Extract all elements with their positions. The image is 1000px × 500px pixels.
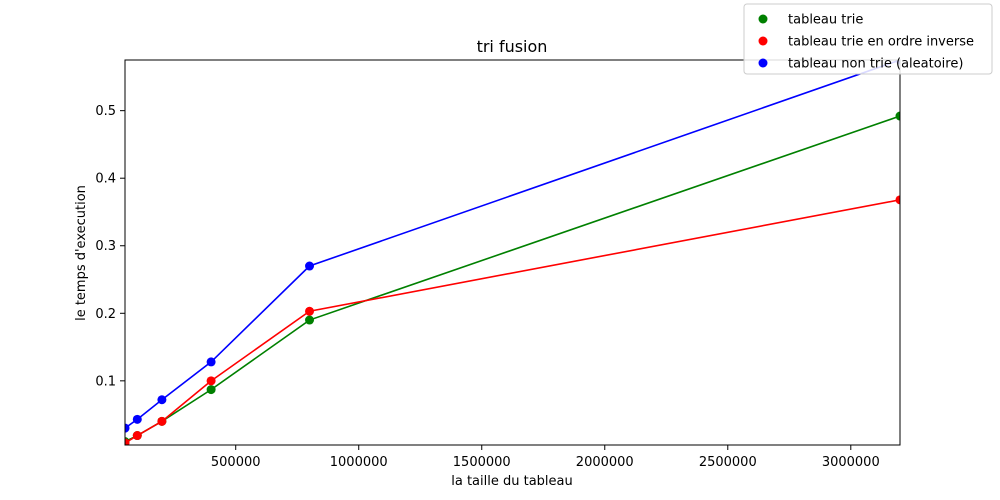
series-line-0	[125, 115, 900, 443]
data-point	[895, 111, 900, 121]
data-point	[157, 395, 167, 405]
series-line-2	[125, 60, 900, 429]
series-line-1	[125, 199, 900, 444]
data-point	[206, 385, 216, 395]
y-tick-label: 0.3	[95, 239, 116, 254]
y-axis-label: le temps d'execution	[74, 185, 89, 321]
y-tick-label: 0.4	[95, 172, 116, 187]
legend-marker	[758, 36, 768, 46]
data-point	[305, 315, 315, 325]
data-point	[125, 438, 130, 445]
data-point	[305, 306, 315, 316]
y-tick-label: 0.5	[95, 104, 116, 119]
data-point	[206, 376, 216, 386]
legend-box	[743, 3, 993, 75]
y-tick-label: 0.1	[95, 374, 116, 389]
legend-entry: tableau non trie (aleatoire)	[788, 57, 963, 72]
data-point	[132, 431, 142, 441]
legend-entry: tableau trie	[788, 13, 863, 28]
x-tick-label: 1000000	[330, 455, 388, 470]
data-point	[157, 416, 167, 426]
y-tick-label: 0.2	[95, 307, 116, 322]
x-axis-label: la taille du tableau	[451, 474, 573, 489]
data-point	[895, 195, 900, 205]
legend-entry: tableau trie en ordre inverse	[788, 35, 974, 50]
legend-marker	[758, 14, 768, 24]
data-point	[206, 357, 216, 367]
x-tick-label: 2500000	[699, 455, 757, 470]
legend: tableau trie tableau trie en ordre invers…	[743, 3, 993, 75]
chart-title: tri fusion	[477, 37, 548, 56]
legend-marker	[758, 58, 768, 68]
plot-frame	[124, 59, 901, 446]
data-point	[132, 414, 142, 424]
x-tick-label: 500000	[211, 455, 261, 470]
data-point	[305, 261, 315, 271]
x-tick-label: 3000000	[822, 455, 880, 470]
y-axis: 0.1 0.2 0.3 0.4 0.5	[95, 104, 125, 389]
plot-area	[125, 60, 900, 445]
x-axis: 500000 1000000 1500000 2000000 2500000 300000…	[211, 445, 880, 470]
x-tick-label: 2000000	[576, 455, 634, 470]
x-tick-label: 1500000	[453, 455, 511, 470]
data-point	[125, 423, 130, 433]
